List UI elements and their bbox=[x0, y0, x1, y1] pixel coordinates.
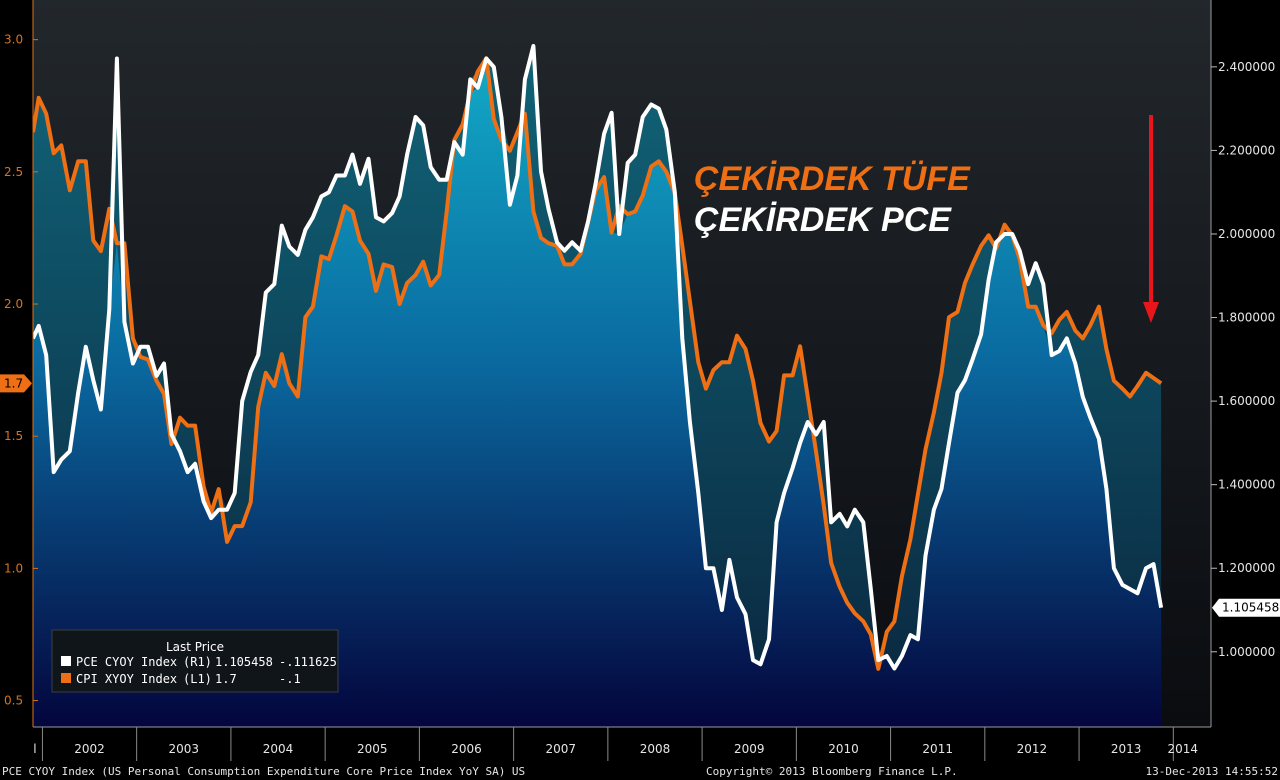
legend-entry-cpi-axis: (L1) bbox=[183, 672, 212, 686]
legend-entry-pce-name: PCE CYOY Index bbox=[76, 655, 177, 669]
legend-box bbox=[51, 629, 339, 693]
footer: PCE CYOY Index (US Personal Consumption … bbox=[2, 765, 1278, 778]
right-tick-label-2: 1.400000 bbox=[1218, 478, 1275, 492]
last-value-left: 1.7 bbox=[4, 376, 23, 390]
x-tick-label-9: 2010 bbox=[828, 742, 859, 756]
x-tick-label-0: l bbox=[33, 742, 36, 756]
right-tick-label-1: 1.200000 bbox=[1218, 561, 1275, 575]
legend-swatch-cpi bbox=[61, 673, 71, 683]
last-value-left-badge: 1.7 bbox=[0, 374, 32, 393]
annotation-core-cpi: ÇEKİRDEK TÜFE bbox=[694, 160, 971, 198]
footer-timestamp: 13-Dec-2013 14:55:52 bbox=[1146, 765, 1278, 778]
x-tick-label-13: 2014 bbox=[1167, 742, 1198, 756]
left-tick-label-2: 1.5 bbox=[4, 429, 23, 443]
right-tick-label-5: 2.000000 bbox=[1218, 227, 1275, 241]
area-fill bbox=[33, 58, 1162, 727]
right-tick-label-6: 2.200000 bbox=[1218, 143, 1275, 157]
left-tick-label-4: 2.5 bbox=[4, 165, 23, 179]
annotation-core-pce: ÇEKİRDEK PCE bbox=[694, 201, 952, 239]
x-tick-label-4: 2005 bbox=[357, 742, 388, 756]
legend-entry-pce-value: 1.105458 bbox=[215, 655, 273, 669]
legend-entry-pce-axis: (R1) bbox=[183, 655, 212, 669]
down-arrow-icon bbox=[1143, 115, 1159, 323]
left-axis-ticks: 0.5 1.0 1.5 2.0 2.5 3.0 bbox=[4, 33, 38, 708]
left-tick-label-3: 2.0 bbox=[4, 297, 23, 311]
legend-entry-cpi-value: 1.7 bbox=[215, 672, 237, 686]
last-value-right: 1.105458 bbox=[1222, 601, 1279, 615]
right-tick-label-4: 1.800000 bbox=[1218, 311, 1275, 325]
right-axis-ticks: 1.000000 1.200000 1.400000 1.600000 1.800000… bbox=[1211, 60, 1275, 659]
x-tick-label-5: 2006 bbox=[451, 742, 482, 756]
x-tick-label-2: 2003 bbox=[169, 742, 200, 756]
x-axis-ticks: l 2002 2003 2004 2005 2006 2007 2008 2009 2010 201… bbox=[33, 727, 1198, 761]
x-tick-label-8: 2009 bbox=[734, 742, 765, 756]
last-value-right-badge: 1.105458 bbox=[1212, 598, 1280, 617]
legend-title: Last Price bbox=[166, 640, 224, 654]
series-line-pce bbox=[33, 44, 1164, 671]
x-tick-label-7: 2008 bbox=[640, 742, 671, 756]
footer-series-description: PCE CYOY Index (US Personal Consumption … bbox=[2, 765, 525, 778]
left-tick-label-5: 3.0 bbox=[4, 33, 23, 47]
x-tick-label-1: 2002 bbox=[74, 742, 105, 756]
legend-entry-cpi-change: -.1 bbox=[279, 672, 301, 686]
x-tick-label-11: 2012 bbox=[1017, 742, 1048, 756]
x-tick-label-10: 2011 bbox=[922, 742, 953, 756]
legend-entry-cpi-name: CPI XYOY Index bbox=[76, 672, 177, 686]
right-tick-label-7: 2.400000 bbox=[1218, 60, 1275, 74]
left-tick-label-1: 1.0 bbox=[4, 561, 23, 575]
x-tick-label-12: 2013 bbox=[1111, 742, 1142, 756]
legend: Last Price PCE CYOY Index (R1) 1.105458 … bbox=[51, 629, 339, 693]
legend-swatch-pce bbox=[61, 656, 71, 666]
legend-entry-pce-change: -.111625 bbox=[279, 655, 337, 669]
x-tick-label-6: 2007 bbox=[545, 742, 576, 756]
left-tick-label-0: 0.5 bbox=[4, 694, 23, 708]
right-tick-label-3: 1.600000 bbox=[1218, 394, 1275, 408]
right-tick-label-0: 1.000000 bbox=[1218, 645, 1275, 659]
footer-copyright: Copyright© 2013 Bloomberg Finance L.P. bbox=[706, 765, 958, 778]
x-tick-label-3: 2004 bbox=[263, 742, 294, 756]
